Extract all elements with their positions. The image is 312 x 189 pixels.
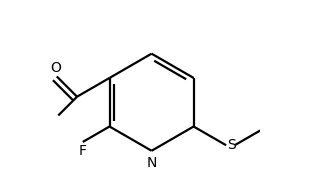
Text: S: S bbox=[227, 138, 236, 152]
Text: N: N bbox=[146, 156, 157, 170]
Text: O: O bbox=[50, 61, 61, 75]
Text: F: F bbox=[79, 144, 87, 158]
